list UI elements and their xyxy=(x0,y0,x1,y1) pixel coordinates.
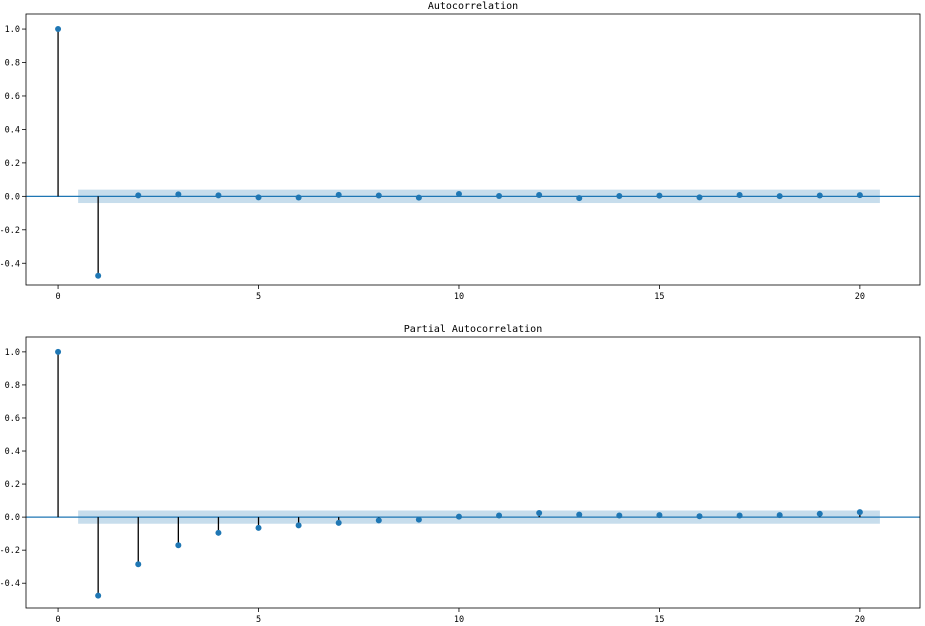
marker-lag-6 xyxy=(295,194,302,201)
marker-lag-9 xyxy=(415,516,422,523)
y-tick-label: -0.2 xyxy=(0,546,20,556)
marker-lag-7 xyxy=(335,519,342,526)
x-tick-label: 10 xyxy=(454,292,464,302)
y-tick-label: -0.2 xyxy=(0,226,20,236)
marker-lag-16 xyxy=(696,194,703,201)
marker-lag-7 xyxy=(335,191,342,198)
marker-lag-15 xyxy=(656,192,663,199)
marker-lag-17 xyxy=(736,192,743,199)
marker-lag-18 xyxy=(776,193,783,200)
axes-frame xyxy=(25,13,921,286)
marker-lag-14 xyxy=(616,512,623,519)
y-tick-label: 0.2 xyxy=(5,480,20,490)
x-tick-label: 20 xyxy=(855,292,865,302)
y-tick-label: 0.8 xyxy=(5,381,20,391)
marker-lag-10 xyxy=(455,513,462,520)
marker-lag-11 xyxy=(496,193,503,200)
chart-title: Partial Autocorrelation xyxy=(404,324,542,335)
marker-lag-6 xyxy=(295,522,302,529)
chart-panel-2: Partial Autocorrelation 0 5 10 15 20 1.0 0.8 0.6… xyxy=(0,324,921,625)
marker-lag-5 xyxy=(255,194,262,201)
marker-lag-8 xyxy=(375,192,382,199)
marker-lag-13 xyxy=(576,511,583,518)
y-tick-label: 0.4 xyxy=(5,447,20,457)
marker-lag-19 xyxy=(816,192,823,199)
marker-lag-2 xyxy=(135,192,142,199)
marker-lag-18 xyxy=(776,512,783,519)
y-tick-label: 0.6 xyxy=(5,92,20,102)
marker-lag-9 xyxy=(415,194,422,201)
marker-lag-13 xyxy=(576,195,583,202)
chart-panel-1: Autocorrelation 0 5 10 15 20 1.0 0.8 0.6 0.4 0.2 0.… xyxy=(0,1,921,302)
x-tick-label: 20 xyxy=(855,615,865,625)
marker-lag-0 xyxy=(55,26,62,33)
marker-lag-12 xyxy=(536,192,543,199)
marker-lag-0 xyxy=(55,348,62,355)
marker-lag-8 xyxy=(375,517,382,524)
y-tick-label: 0.6 xyxy=(5,414,20,424)
y-tick-label: 0.8 xyxy=(5,59,20,69)
x-tick-label: 5 xyxy=(256,292,261,302)
marker-lag-12 xyxy=(536,509,543,516)
marker-lag-3 xyxy=(175,542,182,549)
marker-lag-11 xyxy=(496,512,503,519)
x-tick-label: 15 xyxy=(654,292,664,302)
y-tick-label: -0.4 xyxy=(0,579,20,589)
marker-lag-5 xyxy=(255,524,262,531)
marker-lag-1 xyxy=(95,272,102,279)
marker-lag-15 xyxy=(656,512,663,519)
y-tick-label: 0.0 xyxy=(5,192,20,202)
y-tick-label: 0.0 xyxy=(5,513,20,523)
chart-title: Autocorrelation xyxy=(428,1,518,12)
marker-lag-3 xyxy=(175,191,182,198)
x-tick-label: 15 xyxy=(654,615,664,625)
marker-lag-17 xyxy=(736,512,743,519)
marker-lag-20 xyxy=(856,192,863,199)
marker-lag-10 xyxy=(455,190,462,197)
y-tick-label: 0.2 xyxy=(5,159,20,169)
x-tick-label: 0 xyxy=(56,615,61,625)
x-tick-label: 10 xyxy=(454,615,464,625)
marker-lag-20 xyxy=(856,509,863,516)
y-tick-label: 1.0 xyxy=(5,25,20,35)
marker-lag-1 xyxy=(95,592,102,599)
marker-lag-19 xyxy=(816,510,823,517)
y-tick-label: -0.4 xyxy=(0,259,20,269)
x-tick-label: 5 xyxy=(256,615,261,625)
marker-lag-4 xyxy=(215,192,222,199)
axes-frame xyxy=(25,336,921,609)
marker-lag-2 xyxy=(135,561,142,568)
marker-lag-14 xyxy=(616,193,623,200)
x-tick-label: 0 xyxy=(56,292,61,302)
y-tick-label: 1.0 xyxy=(5,348,20,358)
marker-lag-4 xyxy=(215,529,222,536)
marker-lag-16 xyxy=(696,513,703,520)
y-tick-label: 0.4 xyxy=(5,125,20,135)
